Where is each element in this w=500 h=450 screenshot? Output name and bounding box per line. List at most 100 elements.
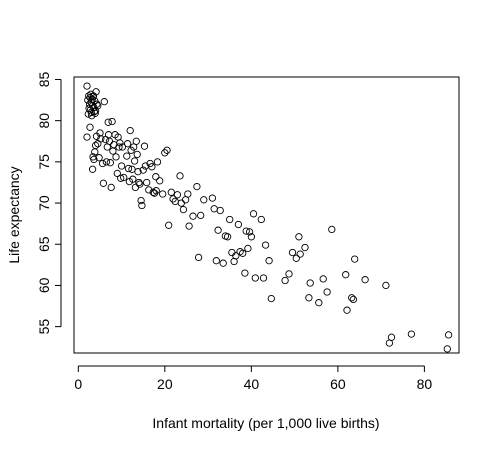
data-point [234,220,243,229]
data-point [102,158,111,166]
data-point [108,117,116,126]
data-point [179,205,188,214]
data-point [123,140,132,148]
data-point [210,205,218,213]
data-point [177,199,185,207]
data-point [90,155,98,164]
data-point [153,158,162,166]
data-point [165,221,173,229]
data-point [161,149,169,157]
data-point [176,172,184,180]
x-tick-label: 0 [74,376,82,392]
data-point [351,255,359,263]
data-point [97,135,105,143]
data-point [107,183,115,192]
data-point [295,233,303,241]
data-point [93,100,101,108]
data-point [99,179,108,187]
data-point [132,137,140,145]
data-point [113,169,121,178]
data-point [189,212,197,220]
data-point [143,178,151,187]
data-point [328,225,336,234]
data-point [86,123,94,131]
data-point [91,141,100,150]
data-point [115,143,123,151]
data-point [89,92,98,100]
data-point [116,139,124,147]
data-point [265,257,273,265]
data-point [281,276,289,285]
data-point [137,196,145,205]
data-point [148,163,156,171]
data-point [169,195,177,203]
data-point [145,186,153,194]
data-point [267,294,275,303]
y-axis: 55 60 65 70 75 80 85 [36,72,62,335]
data-point [91,109,99,117]
data-point [259,274,268,282]
y-axis-title: Life expectancy [6,166,22,263]
data-point [348,294,356,302]
data-point [184,190,192,198]
data-point [123,152,131,160]
data-point [163,146,171,154]
data-point [156,177,164,185]
data-point [232,252,240,260]
data-point [444,331,453,339]
data-point [349,295,358,304]
data-point [193,182,201,191]
x-axis-title: Infant mortality (per 1,000 live births) [152,415,379,431]
data-point [226,215,234,224]
x-axis: 0 20 40 60 80 [74,365,433,392]
data-point [228,248,236,257]
data-point [387,333,396,341]
data-point [118,143,127,151]
data-point [90,107,98,116]
data-point [159,190,167,198]
data-point [288,248,297,257]
y-tick-label: 65 [36,236,52,252]
data-point [86,93,94,102]
data-point [296,250,304,258]
data-point [130,157,139,165]
data-point [83,82,91,90]
data-point [292,254,300,262]
data-point [124,164,133,173]
data-point [407,330,416,338]
data-point [126,126,134,135]
y-tick-label: 70 [36,195,52,211]
data-point [104,118,112,126]
data-point [194,253,203,262]
data-point [257,215,265,224]
data-point [105,137,114,145]
data-point [167,188,175,196]
y-tick-label: 55 [36,319,52,335]
data-point [139,166,147,174]
data-point [152,173,160,181]
data-point [241,269,249,277]
data-point [245,228,254,236]
data-point [239,249,247,257]
data-point [219,259,227,267]
data-point [112,153,120,161]
data-point [133,150,141,159]
data-point [140,142,149,150]
data-point [342,271,350,279]
data-point [128,165,136,173]
data-point [214,226,222,234]
data-point [212,257,220,265]
axes-layer: 0 20 40 60 80 55 60 65 70 75 80 85 [36,72,460,392]
data-point [109,147,117,155]
data-point [96,129,104,137]
data-point [106,159,114,167]
y-tick-label: 75 [36,154,52,170]
data-point [249,210,258,218]
data-point [261,241,270,249]
data-point [305,294,313,302]
x-tick-label: 80 [417,376,433,392]
data-point [92,88,100,96]
data-point [95,154,103,162]
plot-frame [73,76,460,354]
data-point [208,194,217,202]
